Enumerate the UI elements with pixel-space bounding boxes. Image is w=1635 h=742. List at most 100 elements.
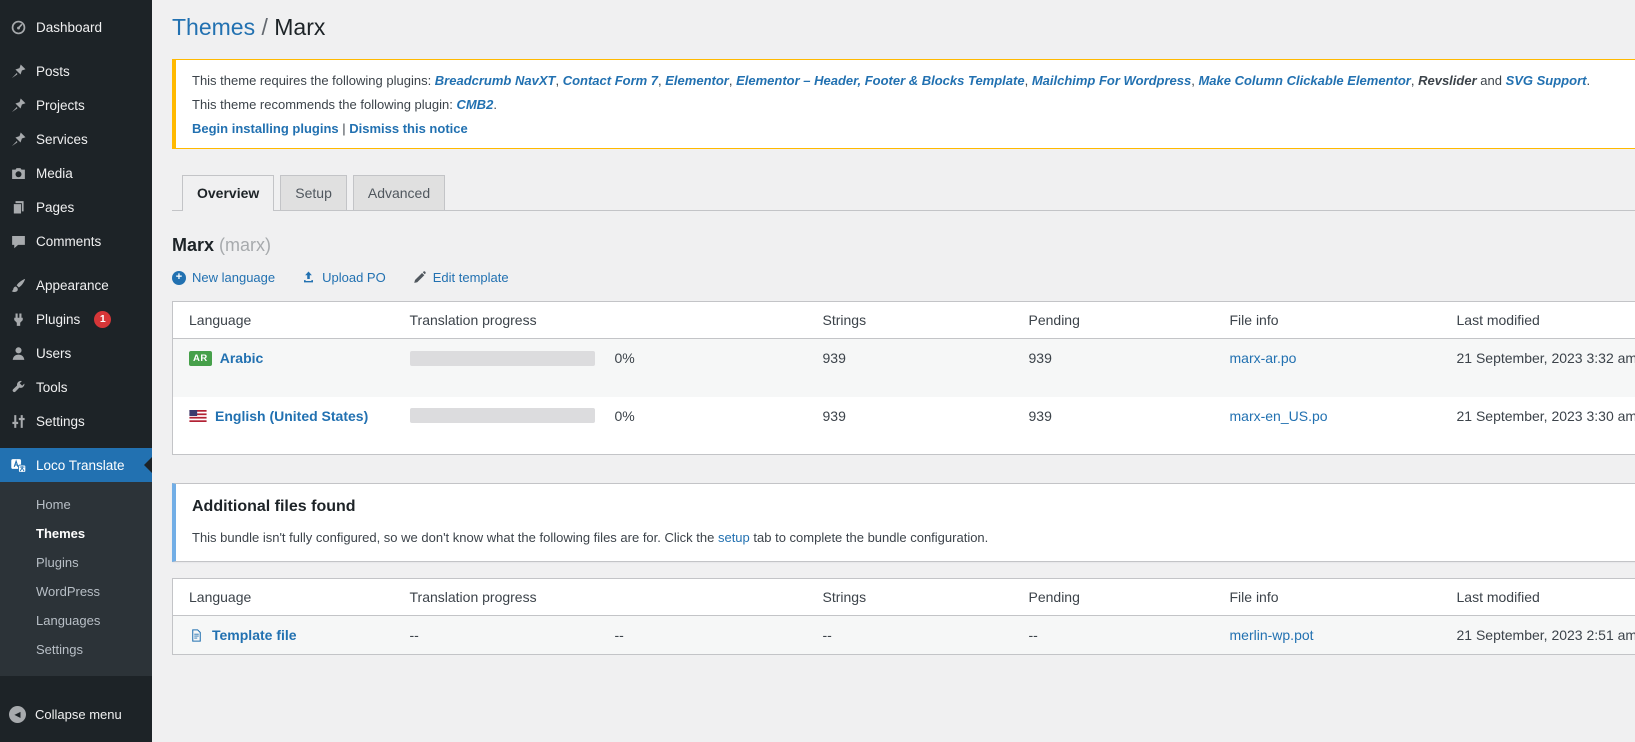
- table-header-row: Language Translation progress Strings Pe…: [172, 301, 1635, 339]
- sidebar-item-services[interactable]: Services: [0, 122, 152, 156]
- sidebar-item-appearance[interactable]: Appearance: [0, 268, 152, 302]
- required-plugins-list: Breadcrumb NavXT, Contact Form 7, Elemen…: [434, 73, 1591, 88]
- sidebar-item-label: Appearance: [36, 277, 109, 293]
- po-file-link-arabic[interactable]: marx-ar.po: [1229, 350, 1297, 366]
- body-after: tab to complete the bundle configuration…: [749, 530, 989, 545]
- sidebar-item-plugins[interactable]: Plugins 1: [0, 302, 152, 336]
- additional-files-body: This bundle isn't fully configured, so w…: [192, 530, 1635, 545]
- column-progress: Translation progress: [393, 301, 807, 339]
- recommends-prefix: This theme recommends the following plug…: [192, 97, 457, 112]
- table-row-arabic: AR Arabic 0% 939 939 marx-ar.po 21 Septem…: [172, 338, 1635, 397]
- pin-icon: [9, 96, 27, 114]
- sidebar-item-users[interactable]: Users: [0, 336, 152, 370]
- pot-file-link[interactable]: merlin-wp.pot: [1229, 627, 1314, 643]
- media-icon: [9, 164, 27, 182]
- pencil-icon: [413, 271, 426, 283]
- column-strings: Strings: [806, 578, 1013, 616]
- sidebar-item-label: Plugins: [36, 311, 81, 327]
- sidebar-item-pages[interactable]: Pages: [0, 190, 152, 224]
- edit-template-label: Edit template: [432, 270, 509, 285]
- tab-setup[interactable]: Setup: [280, 175, 347, 210]
- plugin-link[interactable]: SVG Support: [1505, 73, 1587, 88]
- upload-icon: [304, 271, 314, 283]
- recommended-plugin-line: This theme recommends the following plug…: [192, 97, 1635, 112]
- last-modified: 21 September, 2023 2:51 am: [1456, 627, 1635, 643]
- plugin-link[interactable]: Breadcrumb NavXT: [434, 73, 556, 88]
- pin-icon: [9, 62, 27, 80]
- submenu-item-home[interactable]: Home: [36, 497, 71, 512]
- table-header-row: Language Translation progress Strings Pe…: [172, 578, 1635, 616]
- strings-count: 939: [822, 407, 846, 424]
- column-pending: Pending: [1012, 578, 1214, 616]
- plugin-link-cmb2[interactable]: CMB2: [456, 97, 494, 112]
- upload-po-link[interactable]: Upload PO: [301, 270, 386, 285]
- pending-count: --: [1028, 627, 1038, 643]
- strings-count: 939: [822, 350, 846, 366]
- edit-template-link[interactable]: Edit template: [412, 270, 509, 285]
- requires-prefix: This theme requires the following plugin…: [192, 73, 435, 88]
- collapse-arrow-icon: ◀: [9, 706, 26, 723]
- sidebar-item-label: Posts: [36, 63, 70, 79]
- sidebar-item-projects[interactable]: Projects: [0, 88, 152, 122]
- language-link-english[interactable]: English (United States): [215, 407, 369, 424]
- submenu-item-languages[interactable]: Languages: [36, 613, 101, 628]
- plugin-link[interactable]: Elementor: [665, 73, 729, 88]
- progress-bar: [409, 350, 595, 366]
- sidebar-item-dashboard[interactable]: Dashboard: [0, 10, 152, 44]
- sidebar-item-label: Users: [36, 345, 72, 361]
- breadcrumb-themes-link[interactable]: Themes: [172, 14, 256, 40]
- collapse-menu-button[interactable]: ◀ Collapse menu: [0, 698, 152, 731]
- settings-icon: [9, 412, 27, 430]
- pages-icon: [9, 198, 27, 216]
- table-row-template-file: Template file -- -- -- -- merlin-wp.pot 2…: [172, 615, 1635, 655]
- tab-advanced[interactable]: Advanced: [352, 175, 446, 210]
- sidebar-item-media[interactable]: Media: [0, 156, 152, 190]
- sidebar-item-loco-translate[interactable]: Loco Translate: [0, 448, 152, 482]
- plugin-link[interactable]: Elementor – Header, Footer & Blocks Temp…: [736, 73, 1025, 88]
- template-file-link[interactable]: Template file: [212, 627, 297, 643]
- loco-translate-submenu: Home Themes Plugins WordPress Languages …: [0, 482, 152, 676]
- column-pending: Pending: [1012, 301, 1214, 339]
- po-file-link-english[interactable]: marx-en_US.po: [1229, 407, 1328, 424]
- setup-tab-link[interactable]: setup: [717, 530, 750, 545]
- new-language-link[interactable]: + New language: [172, 270, 275, 285]
- users-icon: [9, 344, 27, 362]
- submenu-item-plugins[interactable]: Plugins: [36, 555, 79, 570]
- progress-percent: 0%: [614, 350, 635, 366]
- submenu-item-wordpress[interactable]: WordPress: [36, 584, 101, 599]
- sidebar-item-label: Loco Translate: [36, 457, 125, 473]
- menu-separator: [0, 44, 152, 54]
- main-content: Themes / Marx This theme requires the fo…: [152, 0, 1635, 742]
- begin-installing-plugins-link[interactable]: Begin installing plugins: [192, 121, 339, 136]
- column-file: File info: [1213, 578, 1441, 616]
- new-language-label: New language: [192, 270, 276, 285]
- appearance-icon: [9, 276, 27, 294]
- percent-dash: --: [614, 627, 624, 643]
- column-modified: Last modified: [1440, 301, 1635, 339]
- last-modified: 21 September, 2023 3:30 am: [1456, 407, 1635, 424]
- progress-percent: 0%: [614, 407, 635, 424]
- sidebar-item-label: Projects: [36, 97, 85, 113]
- upload-po-label: Upload PO: [322, 270, 386, 285]
- plugin-link[interactable]: Mailchimp For Wordpress: [1031, 73, 1192, 88]
- submenu-item-themes[interactable]: Themes: [36, 526, 86, 541]
- sidebar-item-comments[interactable]: Comments: [0, 224, 152, 258]
- dashboard-icon: [9, 18, 27, 36]
- bundle-actions: + New language Upload PO Edit template: [172, 270, 1635, 285]
- template-files-table: Language Translation progress Strings Pe…: [172, 578, 1635, 655]
- language-link-arabic[interactable]: Arabic: [219, 350, 264, 366]
- sidebar-item-tools[interactable]: Tools: [0, 370, 152, 404]
- column-language: Language: [172, 301, 394, 339]
- sidebar-item-settings[interactable]: Settings: [0, 404, 152, 438]
- ar-locale-badge: AR: [189, 350, 212, 366]
- submenu-item-settings[interactable]: Settings: [36, 642, 83, 657]
- sidebar-item-label: Comments: [36, 233, 102, 249]
- plugin-link[interactable]: Make Column Clickable Elementor: [1198, 73, 1411, 88]
- dismiss-notice-link[interactable]: Dismiss this notice: [349, 121, 468, 136]
- page-title: Marx: [274, 14, 326, 40]
- tools-icon: [9, 378, 27, 396]
- sidebar-item-label: Dashboard: [36, 19, 103, 35]
- plugin-link[interactable]: Contact Form 7: [562, 73, 659, 88]
- tab-overview[interactable]: Overview: [182, 175, 275, 211]
- sidebar-item-posts[interactable]: Posts: [0, 54, 152, 88]
